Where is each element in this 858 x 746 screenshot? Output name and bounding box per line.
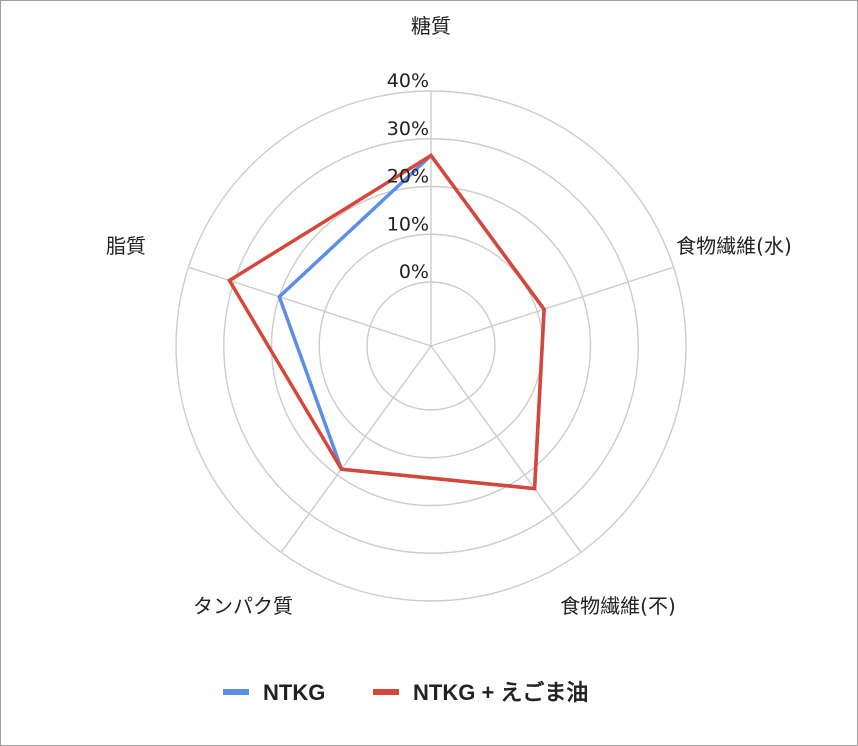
tick-label: 40% (387, 70, 429, 92)
axis-label: タンパク質 (193, 594, 293, 618)
series-line-2 (227, 153, 546, 491)
legend-label: NTKG + えごま油 (413, 680, 588, 705)
legend: NTKG NTKG + えごま油 (223, 680, 588, 705)
radar-grid (175, 90, 687, 602)
axis-label: 食物繊維(水) (676, 234, 792, 258)
axis-label: 脂質 (106, 234, 146, 258)
tick-label: 20% (387, 166, 429, 188)
legend-label: NTKG (263, 680, 325, 705)
tick-label: 10% (387, 213, 429, 235)
legend-item: NTKG + えごま油 (373, 680, 588, 705)
grid-spoke (280, 345, 432, 553)
grid-spoke (430, 266, 674, 347)
radar-series (227, 152, 546, 491)
grid-spoke (430, 345, 582, 553)
axis-label: 糖質 (411, 14, 451, 38)
axis-label: 食物繊維(不) (560, 594, 676, 618)
tick-label: 30% (387, 118, 429, 140)
legend-item: NTKG (223, 680, 325, 705)
tick-label: 0% (399, 261, 429, 283)
radial-tick-labels: 0% 10% 20% 30% 40% (387, 70, 429, 283)
grid-spoke (188, 266, 432, 347)
